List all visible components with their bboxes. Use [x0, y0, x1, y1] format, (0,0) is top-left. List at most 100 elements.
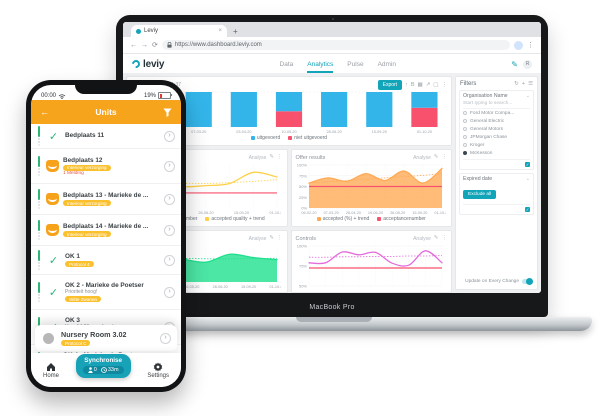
chevron-right-icon[interactable]: › [164, 160, 175, 172]
chevron-right-icon[interactable]: › [164, 130, 175, 142]
filter-option[interactable]: McKesson [463, 149, 530, 157]
clock-icon [100, 367, 107, 373]
chevron-right-icon[interactable]: › [164, 224, 175, 236]
forward-icon[interactable]: → [141, 41, 148, 49]
legend-label: uitgevoerd [256, 135, 281, 141]
phone-app-header: ← Units [31, 100, 181, 124]
grid-icon[interactable]: ▦ [417, 81, 423, 88]
svg-text:15-09-20: 15-09-20 [234, 211, 249, 215]
chart-toolbar: Export ↑ B ▦ ↗ ▢ ⋮ [377, 79, 448, 90]
checkbox[interactable] [463, 119, 467, 123]
chevron-right-icon[interactable]: › [164, 254, 175, 266]
filter-funnel-icon[interactable] [163, 108, 172, 117]
svg-text:100%: 100% [296, 163, 307, 168]
filters-panel: Filters ↻ + ☰ Organisation Name ⌄ Start … [455, 76, 538, 290]
filter-option[interactable]: Kroger [463, 141, 530, 149]
select-all-checkbox[interactable]: ✓ [525, 162, 530, 167]
filter-option[interactable]: General Electric [463, 117, 530, 125]
more-icon[interactable]: ⋮ [277, 235, 283, 241]
bold-icon[interactable]: B [410, 81, 415, 88]
add-filter-icon[interactable]: + [521, 81, 526, 87]
svg-text:26-08-20: 26-08-20 [198, 211, 213, 215]
filter-section-title[interactable]: Organisation Name [463, 93, 508, 99]
analyse-label[interactable]: Analyse [248, 154, 267, 161]
svg-text:15-09-20: 15-09-20 [241, 285, 256, 289]
more-icon[interactable]: ⋮ [441, 235, 448, 241]
browser-menu-icon[interactable]: ⋮ [527, 41, 534, 49]
checkbox[interactable] [463, 135, 467, 139]
checkbox[interactable] [463, 127, 467, 131]
tab-close-icon[interactable]: × [218, 28, 222, 34]
select-all-checkbox[interactable]: ✓ [525, 207, 530, 212]
user-avatar[interactable]: R [523, 59, 532, 69]
nav-home[interactable]: Home [43, 361, 59, 379]
unit-row[interactable]: Bedplaats 14 - Marieke de ... Interieur v… [31, 215, 181, 246]
filter-option[interactable]: General Motors [463, 125, 530, 133]
browser-profile-avatar[interactable] [514, 40, 523, 50]
checkbox[interactable] [463, 143, 467, 147]
legend-label: niet uitgevoerd [294, 135, 328, 141]
unit-row[interactable]: Bedplaats 13 - Marieke de ... Interieur v… [31, 184, 181, 215]
back-arrow-icon[interactable]: ← [40, 107, 49, 117]
share-icon[interactable]: ↗ [425, 81, 431, 88]
unit-row[interactable]: Bedplaats 12 Interieur verzorging 1 Meldin… [31, 149, 181, 184]
checkbox[interactable] [463, 111, 467, 115]
svg-text:25%: 25% [298, 195, 306, 200]
filter-option[interactable]: Ford Motor Compa... [463, 109, 530, 117]
chart-title: Controls [295, 235, 316, 242]
check-icon [46, 286, 61, 299]
analyse-label[interactable]: Analyse [248, 235, 267, 242]
analyse-label[interactable]: Analyse [413, 235, 431, 242]
chevron-down-icon[interactable]: ⌄ [525, 93, 530, 99]
upload-icon[interactable]: ↑ [405, 81, 408, 88]
filter-section-title[interactable]: Expired date [463, 176, 493, 182]
edit-icon[interactable]: ✎ [433, 154, 439, 160]
chevron-down-icon[interactable]: ⌄ [525, 176, 530, 182]
leviy-logo-icon [130, 58, 142, 70]
filter-search-input[interactable]: Start typing to search... [463, 99, 530, 109]
chevron-right-icon[interactable]: › [164, 286, 175, 298]
leviy-logo[interactable]: leviy [130, 58, 164, 70]
edit-icon[interactable]: ✎ [269, 235, 274, 241]
home-icon [47, 362, 55, 371]
more-icon[interactable]: ⋮ [441, 154, 448, 160]
phone-frame: 00:00 19% ← Units Bedplaats 11 › [26, 80, 186, 392]
chevron-right-icon[interactable]: › [164, 193, 175, 205]
chevron-right-icon[interactable]: › [160, 332, 171, 344]
more-icon[interactable]: ⋮ [277, 154, 283, 160]
refresh-icon[interactable]: ↻ [514, 81, 519, 87]
nav-item-analytics[interactable]: Analytics [307, 56, 334, 73]
menu-icon[interactable]: ☰ [528, 81, 533, 87]
fullscreen-icon[interactable]: ▢ [433, 81, 439, 88]
more-icon[interactable]: ⋮ [441, 81, 448, 88]
nav-settings[interactable]: Settings [147, 361, 169, 379]
url-field[interactable]: https://www.dashboard.leviy.com [161, 40, 510, 50]
nav-item-admin[interactable]: Admin [377, 60, 396, 68]
browser-tab[interactable]: Leviy × [131, 25, 227, 37]
filter-option[interactable]: JPMorgan Chase [463, 133, 530, 141]
offers-chart-legend: accepted (%) + trend acceptancenumber [296, 215, 448, 223]
unit-row[interactable]: Bedplaats 11 › [31, 124, 181, 149]
analyse-label[interactable]: Analyse [413, 154, 431, 161]
nav-item-pulse[interactable]: Pulse [347, 60, 364, 68]
checkbox[interactable] [463, 151, 467, 155]
synchronise-button[interactable]: Synchronise 0 33m [75, 354, 131, 378]
nav-item-data[interactable]: Data [279, 60, 294, 68]
edit-icon[interactable]: ✎ [269, 154, 274, 160]
compose-icon[interactable]: ✎ [511, 59, 518, 69]
svg-text:15-09-20: 15-09-20 [372, 130, 387, 134]
edit-icon[interactable]: ✎ [433, 235, 439, 241]
back-icon[interactable]: ← [130, 41, 137, 49]
svg-text:28-06-20: 28-06-20 [213, 285, 228, 289]
exclude-all-button[interactable]: Exclude all [463, 190, 497, 199]
new-tab-button[interactable]: + [233, 27, 238, 36]
export-button[interactable]: Export [377, 79, 403, 90]
reload-icon[interactable]: ⟳ [152, 41, 158, 49]
filter-section-organisation: Organisation Name ⌄ Start typing to sear… [459, 90, 534, 170]
svg-text:0%: 0% [301, 206, 307, 211]
room-card[interactable]: Nursery Room 3.02 Protocol C › [35, 325, 177, 351]
update-toggle[interactable] [522, 278, 533, 285]
check-icon [46, 254, 61, 267]
